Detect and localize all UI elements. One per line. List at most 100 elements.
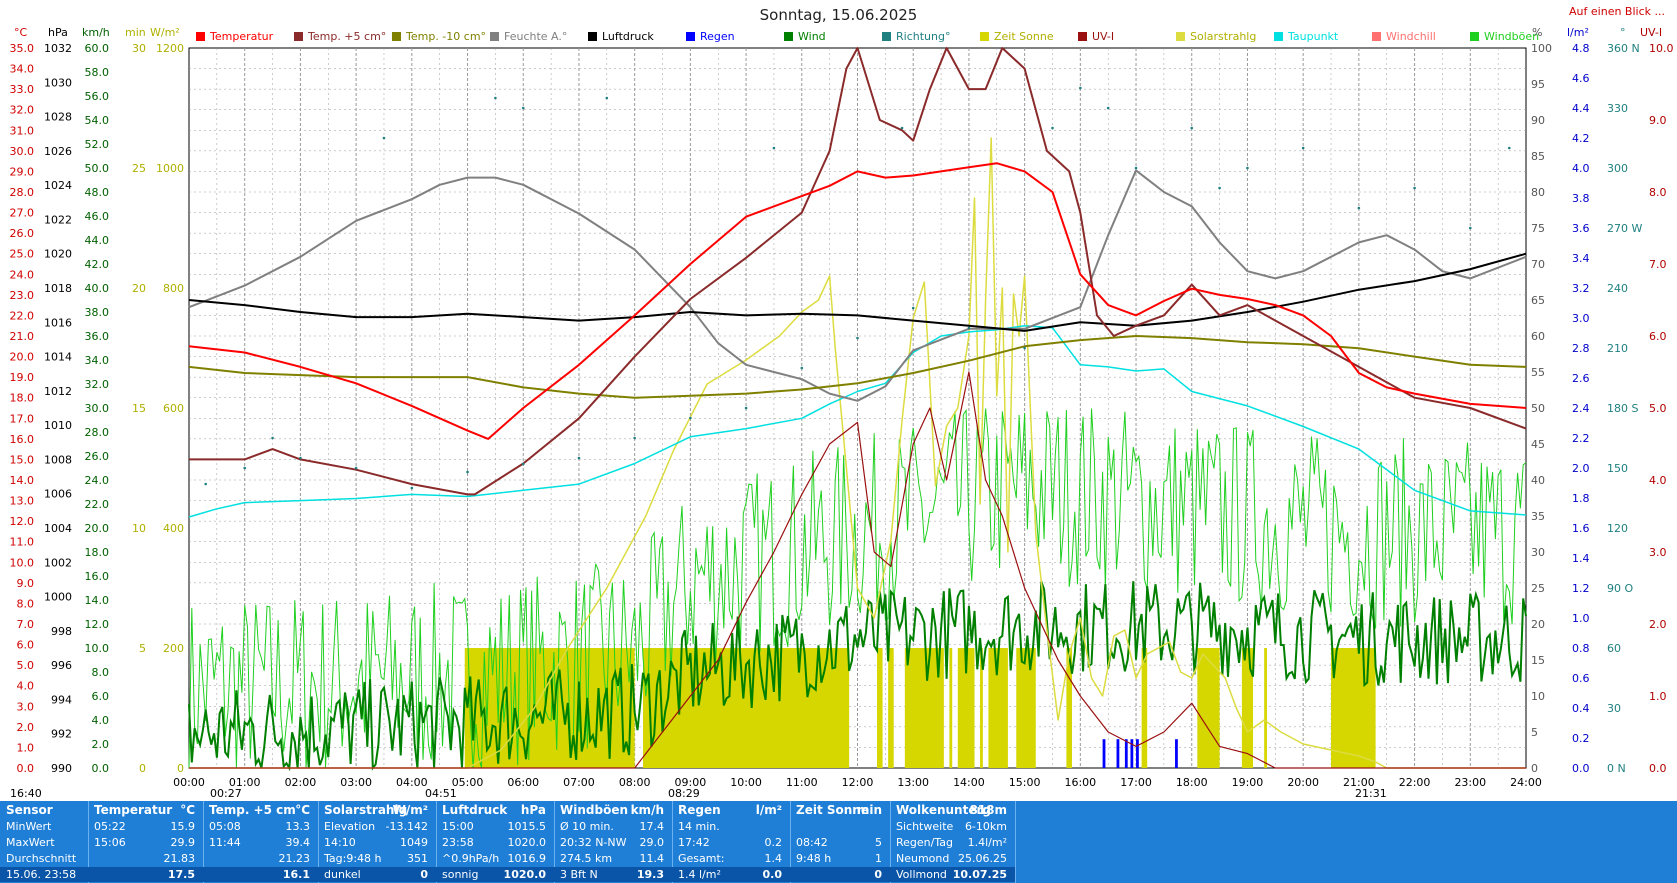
series-feuchte-a-	[188, 169, 1527, 402]
tick-label-rain: 4.6	[1572, 72, 1590, 85]
stats-cell: 5	[875, 836, 882, 849]
tick-label-dir: 150	[1607, 462, 1628, 475]
stats-cell: MinWert	[6, 820, 52, 833]
direction-dot	[204, 482, 208, 486]
legend-item: Windchill	[1372, 30, 1436, 43]
tick-label-uv: 2.0	[1649, 618, 1667, 631]
stats-cell: Gesamt:	[678, 852, 725, 865]
stats-cell: 1020.0	[507, 836, 547, 849]
x-tick-label: 08:00	[619, 776, 651, 789]
stats-cell: 23:58	[442, 836, 474, 849]
stats-row: 08:42 5	[790, 835, 890, 850]
direction-dot	[911, 306, 915, 310]
rain-bar	[1130, 739, 1134, 768]
tick-label-solar: 1200	[156, 42, 184, 55]
axis-header-pressure: hPa	[48, 26, 68, 39]
direction-dot	[299, 456, 302, 460]
x-tick-label: 10:00	[730, 776, 762, 789]
tick-label-rain: 1.2	[1572, 582, 1590, 595]
overview-link[interactable]: Auf einen Blick ...	[1569, 5, 1665, 18]
stats-cell: Neumond	[896, 852, 950, 865]
tick-label-rain: 0.6	[1572, 672, 1590, 685]
stats-row: 15.06. 23:58	[0, 867, 88, 882]
stats-row: 16.1	[203, 867, 318, 882]
stats-cell: 351	[407, 852, 428, 865]
stats-cell: Durchschnitt	[6, 852, 77, 865]
legend-swatch	[588, 32, 597, 41]
axes-labels: 35.0 34.0 33.0 32.0 31.0 30.0 29.0 28.0 27.0 26.0…	[10, 42, 1674, 789]
tick-label-pressure: 998	[51, 625, 72, 638]
stats-header: Zeit Sonne min	[790, 803, 890, 818]
tick-label-rain: 0.2	[1572, 732, 1590, 745]
stats-cell: dunkel	[324, 868, 361, 881]
direction-dot	[1468, 226, 1472, 230]
tick-label-temp: 11.0	[10, 536, 35, 549]
stats-cell: 14:10	[324, 836, 356, 849]
series-taupunkt	[188, 324, 1527, 518]
tick-label-rain: 2.8	[1572, 342, 1590, 355]
stats-cell: 0	[420, 868, 428, 881]
stats-cell: 15:06	[94, 836, 126, 849]
stats-row	[790, 819, 890, 834]
tick-label-wind: 44.0	[85, 234, 110, 247]
stats-cell: Temperatur	[94, 803, 173, 817]
sunshine-bar	[1066, 648, 1072, 768]
tick-label-pressure: 990	[51, 762, 72, 775]
tick-label-wind: 30.0	[85, 402, 110, 415]
stats-cell: sonnig	[442, 868, 479, 881]
sunshine-bar	[876, 648, 883, 768]
tick-label-temp: 28.0	[10, 186, 35, 199]
tick-label-percent: 50	[1531, 402, 1545, 415]
direction-dot	[633, 436, 636, 440]
stats-cell: 05:08	[209, 820, 241, 833]
direction-dot	[1190, 126, 1194, 130]
tick-label-pressure: 1010	[44, 419, 72, 432]
legend-label: Windchill	[1386, 30, 1436, 43]
stats-cell: 05:22	[94, 820, 126, 833]
tick-label-temp: 29.0	[10, 165, 35, 178]
stats-cell: 39.4	[285, 836, 311, 849]
tick-label-sunmin: 0	[139, 762, 146, 775]
direction-dot	[856, 336, 859, 340]
tick-label-pressure: 1030	[44, 76, 72, 89]
x-tick-label: 15:00	[1009, 776, 1041, 789]
stats-column: Zeit Sonne min 08:42 5 9:48 h 1 0	[790, 801, 891, 883]
tick-label-solar: 800	[163, 282, 184, 295]
legend-swatch	[392, 32, 401, 41]
tick-label-percent: 5	[1531, 726, 1538, 739]
tick-label-percent: 90	[1531, 114, 1545, 127]
stats-header: Temp. +5 cm °C	[203, 803, 318, 818]
legend-swatch	[1372, 32, 1381, 41]
stats-cell: 818m	[969, 803, 1007, 817]
rain-bar	[1102, 739, 1106, 768]
direction-dot	[967, 326, 971, 330]
stats-row: Elevation -13.142	[318, 819, 436, 834]
stats-cell: hPa	[520, 803, 546, 817]
legend-item: UV-I	[1078, 30, 1114, 43]
axis-header-sunmin: min	[125, 26, 146, 39]
stats-cell: Tag:9:48 h	[324, 852, 382, 865]
x-tick-label: 14:00	[953, 776, 985, 789]
tick-label-temp: 10.0	[10, 556, 35, 569]
legend-item: Feuchte A.°	[490, 30, 567, 43]
rain-bar	[1136, 739, 1139, 768]
x-tick-label: 22:00	[1399, 776, 1431, 789]
tick-label-rain: 1.0	[1572, 612, 1590, 625]
direction-dot	[689, 416, 692, 420]
chart-title: Sonntag, 15.06.2025	[759, 6, 918, 24]
tick-label-dir: 270 W	[1607, 222, 1642, 235]
stats-row: Sichtweite 6-10km	[890, 819, 1015, 834]
tick-label-percent: 95	[1531, 78, 1545, 91]
stats-row: Gesamt: 1.4	[672, 851, 790, 866]
tick-label-wind: 36.0	[85, 330, 110, 343]
stats-row: Durchschnitt	[0, 851, 88, 866]
legend-item: Richtung°	[882, 30, 950, 43]
sunshine-bar	[1241, 648, 1254, 768]
stats-row: Tag:9:48 h 351	[318, 851, 436, 866]
stats-cell: 1.4 l/m²	[678, 868, 721, 881]
stats-cell: 25.06.25	[958, 852, 1007, 865]
chart-grid	[188, 47, 1527, 769]
legend-swatch	[980, 32, 989, 41]
tick-label-wind: 18.0	[85, 546, 110, 559]
axis-header-rain: l/m²	[1567, 26, 1589, 39]
